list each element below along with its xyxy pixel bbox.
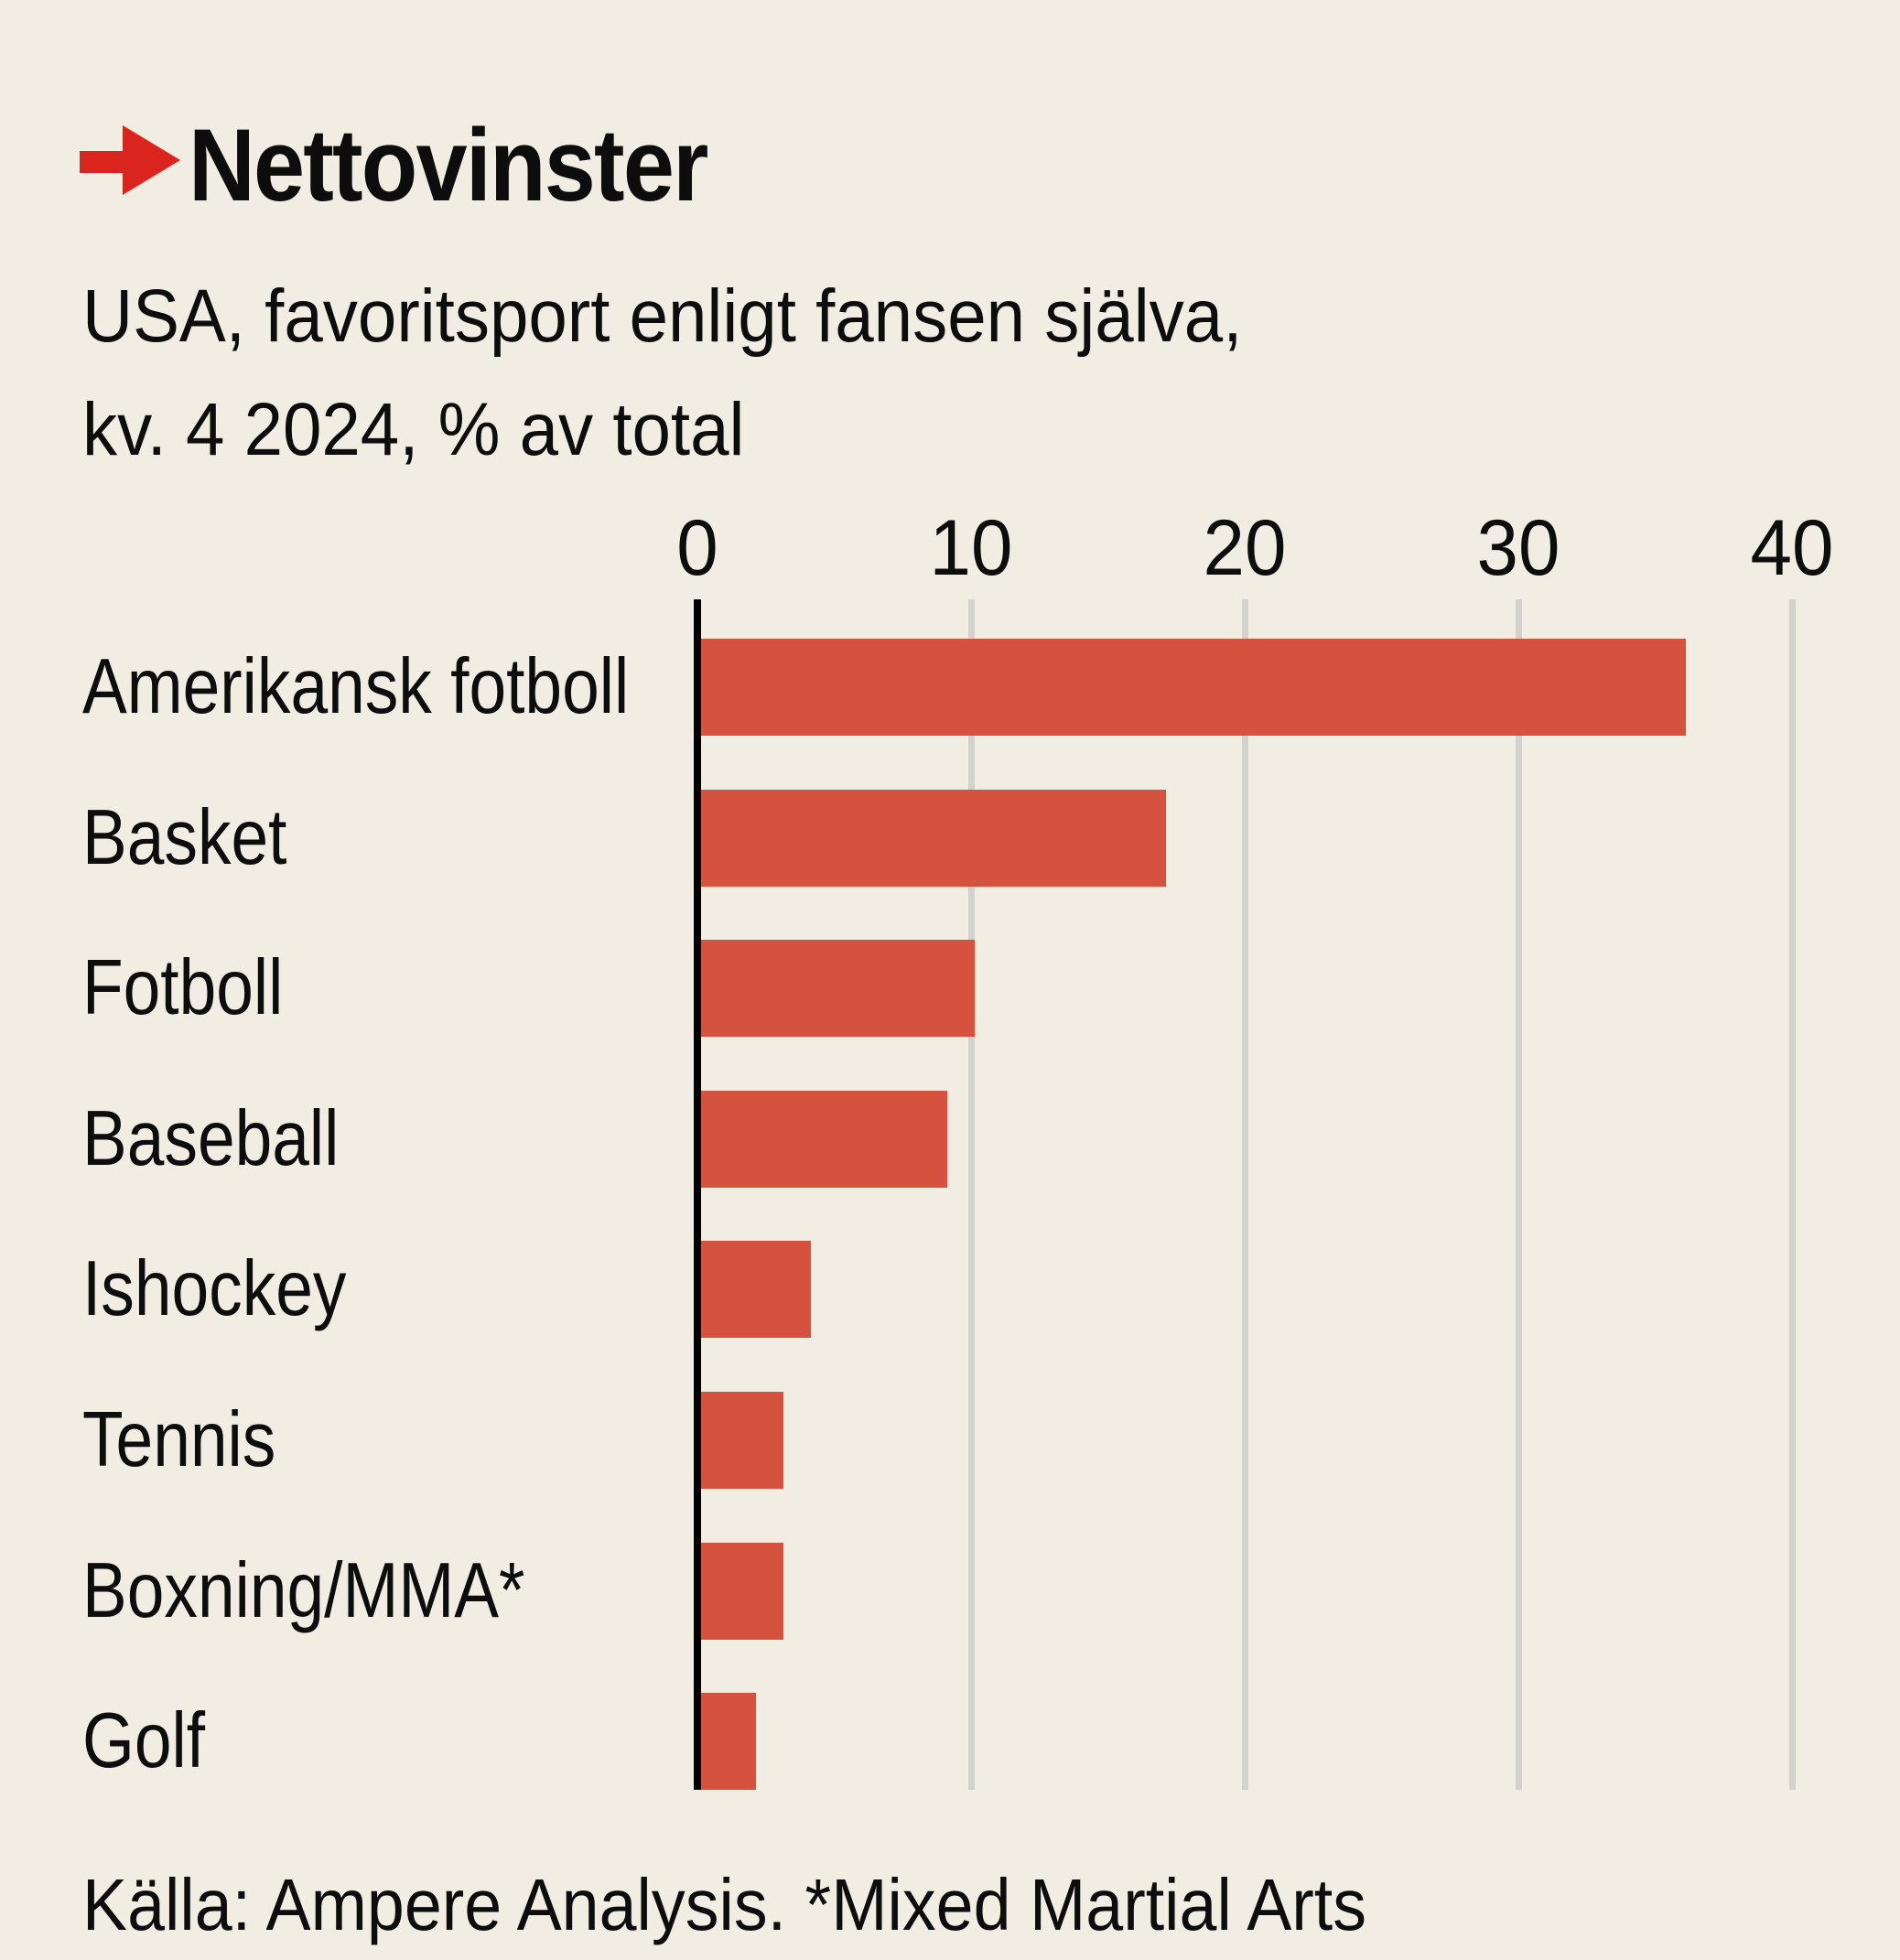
category-label-text: Tennis (82, 1396, 276, 1483)
category-label-text: Baseball (82, 1095, 340, 1182)
category-label-ishockey: Ishockey (82, 1241, 686, 1338)
category-label-fotboll: Fotboll (82, 940, 686, 1037)
bar-ishockey (701, 1241, 811, 1338)
category-label-golf: Golf (82, 1693, 686, 1790)
bar-basket (701, 790, 1166, 887)
red-arrow-right-icon (80, 125, 180, 195)
category-label-text: Fotboll (82, 944, 284, 1031)
source-note-text: Källa: Ampere Analysis. *Mixed Martial A… (82, 1864, 1367, 1945)
gridline-10 (968, 599, 975, 1790)
x-axis-tick-label-0: 0 (676, 504, 718, 592)
category-label-text: Ishockey (82, 1245, 347, 1332)
gridline-40 (1789, 599, 1796, 1790)
category-label-text: Basket (82, 794, 287, 881)
x-axis-tick-label-30: 30 (1476, 504, 1560, 592)
bar-amerikansk-fotboll (701, 639, 1686, 736)
x-axis-tick-label-40: 40 (1750, 504, 1834, 592)
category-label-boxning-mma: Boxning/MMA* (82, 1543, 686, 1640)
category-label-text: Amerikansk fotboll (82, 643, 630, 730)
category-label-amerikansk-fotboll: Amerikansk fotboll (82, 639, 686, 736)
category-label-tennis: Tennis (82, 1392, 686, 1489)
subtitle-line-2: kv. 4 2024, % av total (82, 388, 745, 471)
gridline-20 (1242, 599, 1248, 1790)
source-note: Källa: Ampere Analysis. *Mixed Martial A… (82, 1863, 1478, 1947)
category-label-text: Golf (82, 1697, 206, 1784)
arrow-head (123, 125, 180, 195)
y-axis-line (694, 599, 701, 1790)
bar-baseball (701, 1091, 947, 1188)
chart-subtitle: USA, favoritsport enligt fansen själva, … (82, 260, 1330, 487)
category-label-baseball: Baseball (82, 1091, 686, 1188)
bar-fotboll (701, 940, 975, 1037)
bar-golf (701, 1693, 756, 1790)
bar-tennis (701, 1392, 783, 1489)
x-axis-tick-label-20: 20 (1203, 504, 1287, 592)
subtitle-line-1: USA, favoritsport enligt fansen själva, (82, 275, 1243, 358)
chart-title: Nettovinster (189, 108, 708, 222)
x-axis-tick-label-10: 10 (929, 504, 1013, 592)
gridline-30 (1516, 599, 1522, 1790)
category-label-text: Boxning/MMA* (82, 1547, 525, 1634)
bar-boxning-mma (701, 1543, 783, 1640)
category-label-basket: Basket (82, 790, 686, 887)
